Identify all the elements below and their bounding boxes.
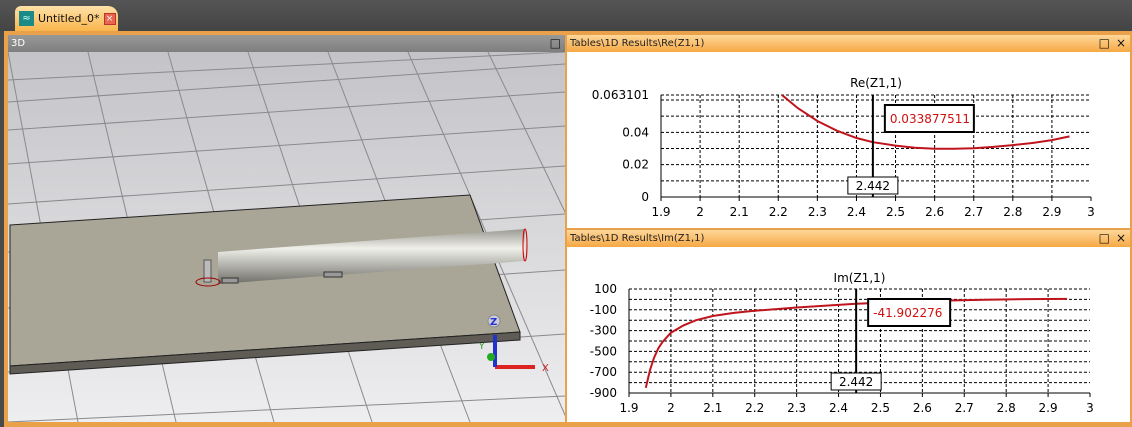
x-tick-label: 3 [1087, 205, 1095, 219]
chart-title: Re(Z1,1) [850, 76, 902, 90]
x-tick-label: 2.8 [997, 401, 1016, 415]
grid-line [8, 91, 565, 131]
x-tick-label: 2.8 [1003, 205, 1022, 219]
y-tick-label: 0.04 [622, 125, 649, 139]
y-tick-label: 100 [594, 282, 617, 296]
y-tick-label: -700 [590, 365, 617, 379]
close-icon[interactable]: × [1115, 231, 1126, 245]
y-tick-label: -300 [590, 324, 617, 338]
x-tick-label: 2.9 [1042, 205, 1061, 219]
substrate-board [9, 194, 521, 375]
y-tick-label: 0 [641, 190, 649, 204]
cursor-x-box [830, 372, 882, 391]
x-tick-label: 2.2 [745, 401, 764, 415]
x-tick-label: 2.5 [886, 205, 905, 219]
y-axis-label: Y [478, 342, 485, 352]
x-tick-label: 2.6 [925, 205, 944, 219]
x-tick-label: 2.3 [787, 401, 806, 415]
x-tick-label: 3 [1086, 401, 1094, 415]
maximize-icon[interactable]: □ [549, 36, 561, 50]
cursor-value-box [867, 298, 952, 327]
axis-triad: Z X Y [478, 314, 549, 374]
cursor-x-label: 2.442 [856, 179, 890, 193]
x-tick-label: 2 [696, 205, 704, 219]
im-z-window-title: Tables\1D Results\Im(Z1,1) [570, 233, 705, 244]
x-tick-label: 2.4 [829, 401, 848, 415]
x-tick-label: 2 [667, 401, 675, 415]
document-tab[interactable]: ≈ Untitled_0* × [15, 6, 118, 31]
maximize-icon[interactable]: □ [1098, 231, 1110, 245]
x-tick-label: 1.9 [651, 205, 670, 219]
re-z-window-title: Tables\1D Results\Re(Z1,1) [570, 38, 705, 49]
grid-line [8, 52, 565, 81]
y-tick-label: 0.02 [622, 158, 649, 172]
x-tick-label: 2.7 [964, 205, 983, 219]
z-axis-badge [487, 314, 501, 328]
grid-line [8, 165, 565, 205]
view-3d-header: 3D □ [8, 35, 565, 52]
re-z-panel: Tables\1D Results\Re(Z1,1) □ × Re(Z1,1) 1.… [567, 35, 1130, 228]
x-axis-label: X [542, 363, 549, 374]
cursor-value-label: 0.033877511 [890, 112, 970, 126]
curve-series [781, 94, 1070, 150]
re-z-header: Tables\1D Results\Re(Z1,1) □ × [567, 35, 1130, 52]
document-tab-bar: ≈ Untitled_0* × [0, 0, 1132, 31]
view-3d-panel: 3D □ Z X Y [8, 35, 565, 422]
x-tick-label: 2.9 [1039, 401, 1058, 415]
x-tick-label: 2.4 [847, 205, 866, 219]
close-icon[interactable]: × [1115, 36, 1126, 50]
cst-wave-icon: ≈ [19, 11, 34, 26]
x-tick-label: 2.3 [808, 205, 827, 219]
y-axis-arrow [487, 353, 495, 361]
chart-title: Im(Z1,1) [834, 271, 886, 285]
grid-line [8, 63, 565, 103]
x-tick-label: 2.1 [703, 401, 722, 415]
cursor-value-box [883, 104, 975, 133]
document-tab-label: Untitled_0* [38, 12, 100, 25]
x-tick-label: 1.9 [619, 401, 638, 415]
view-3d-title: 3D [11, 38, 26, 49]
re-z-chart[interactable]: Re(Z1,1) 1.9 2 2.1 2.2 2.3 2.4 2.5 2.6 2.7 2.8 2.9 3… [567, 52, 1130, 228]
x-tick-label: 2.1 [730, 205, 749, 219]
close-icon[interactable]: × [103, 12, 116, 25]
cursor-x-label: 2.442 [839, 375, 873, 389]
im-z-panel: Tables\1D Results\Im(Z1,1) □ × Im(Z1,1) 1.… [567, 230, 1130, 422]
cursor-value-label: -41.902276 [873, 306, 942, 320]
x-tick-label: 2.5 [871, 401, 890, 415]
z-axis-label: Z [490, 317, 497, 328]
y-tick-label: 0.063101 [592, 88, 649, 102]
grid-line [8, 125, 565, 165]
im-z-chart[interactable]: Im(Z1,1) 1.9 2 2.1 2.2 2.3 2.4 2.5 2.6 2.7 2.8 2.9 3… [567, 247, 1130, 422]
grid-line [8, 395, 565, 422]
x-tick-label: 2.6 [913, 401, 932, 415]
y-tick-label: -500 [590, 344, 617, 358]
im-z-header: Tables\1D Results\Im(Z1,1) □ × [567, 230, 1130, 247]
x-axis-label: Frequency / GHz [817, 227, 915, 228]
grid-line [487, 52, 565, 214]
coax-cylinder [195, 228, 528, 287]
y-tick-label: -100 [590, 303, 617, 317]
x-tick-label: 2.2 [769, 205, 788, 219]
y-tick-label: -900 [590, 386, 617, 400]
cursor-x-box [847, 176, 899, 195]
maximize-icon[interactable]: □ [1098, 36, 1110, 50]
view-3d-viewport[interactable]: Z X Y [8, 52, 565, 422]
x-tick-label: 2.7 [955, 401, 974, 415]
